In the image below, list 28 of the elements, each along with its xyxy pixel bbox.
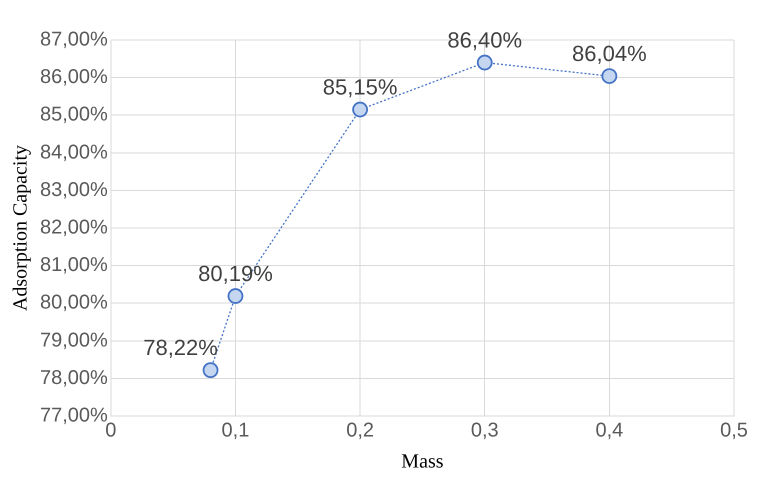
point <box>352 102 368 118</box>
data-label: 85,15% <box>322 74 398 100</box>
data-label: 80,19% <box>198 261 273 286</box>
x-tick-label: 0,1 <box>222 420 250 442</box>
y-tick-label: 84,00% <box>40 141 108 164</box>
y-tick-label: 82,00% <box>40 216 108 239</box>
point <box>601 68 618 84</box>
data-label: 86,40% <box>447 28 522 53</box>
x-tick-label: 0,5 <box>720 420 748 442</box>
y-tick-label: 87,00% <box>40 28 108 51</box>
y-tick-label: 79,00% <box>40 329 108 352</box>
y-tick-label: 78,00% <box>40 366 108 389</box>
point <box>202 362 218 378</box>
data-label: 86,04% <box>572 41 647 66</box>
point <box>476 54 493 70</box>
x-tick-label: 0,3 <box>470 420 499 442</box>
y-tick-label: 80,00% <box>40 292 108 314</box>
x-axis-title: Mass <box>401 450 444 472</box>
x-tick-label: 0,2 <box>346 420 374 442</box>
x-tick-label: 0,4 <box>595 420 624 442</box>
y-tick-label: 83,00% <box>40 178 108 201</box>
point <box>228 288 244 304</box>
y-tick-label: 81,00% <box>40 254 108 276</box>
y-tick-label: 85,00% <box>40 104 108 126</box>
data-label: 78,22% <box>143 335 218 360</box>
x-tick-label: 0 <box>105 420 116 442</box>
y-tick-label: 86,00% <box>40 66 108 88</box>
y-axis-title: Adsorption Capacity <box>9 144 32 312</box>
